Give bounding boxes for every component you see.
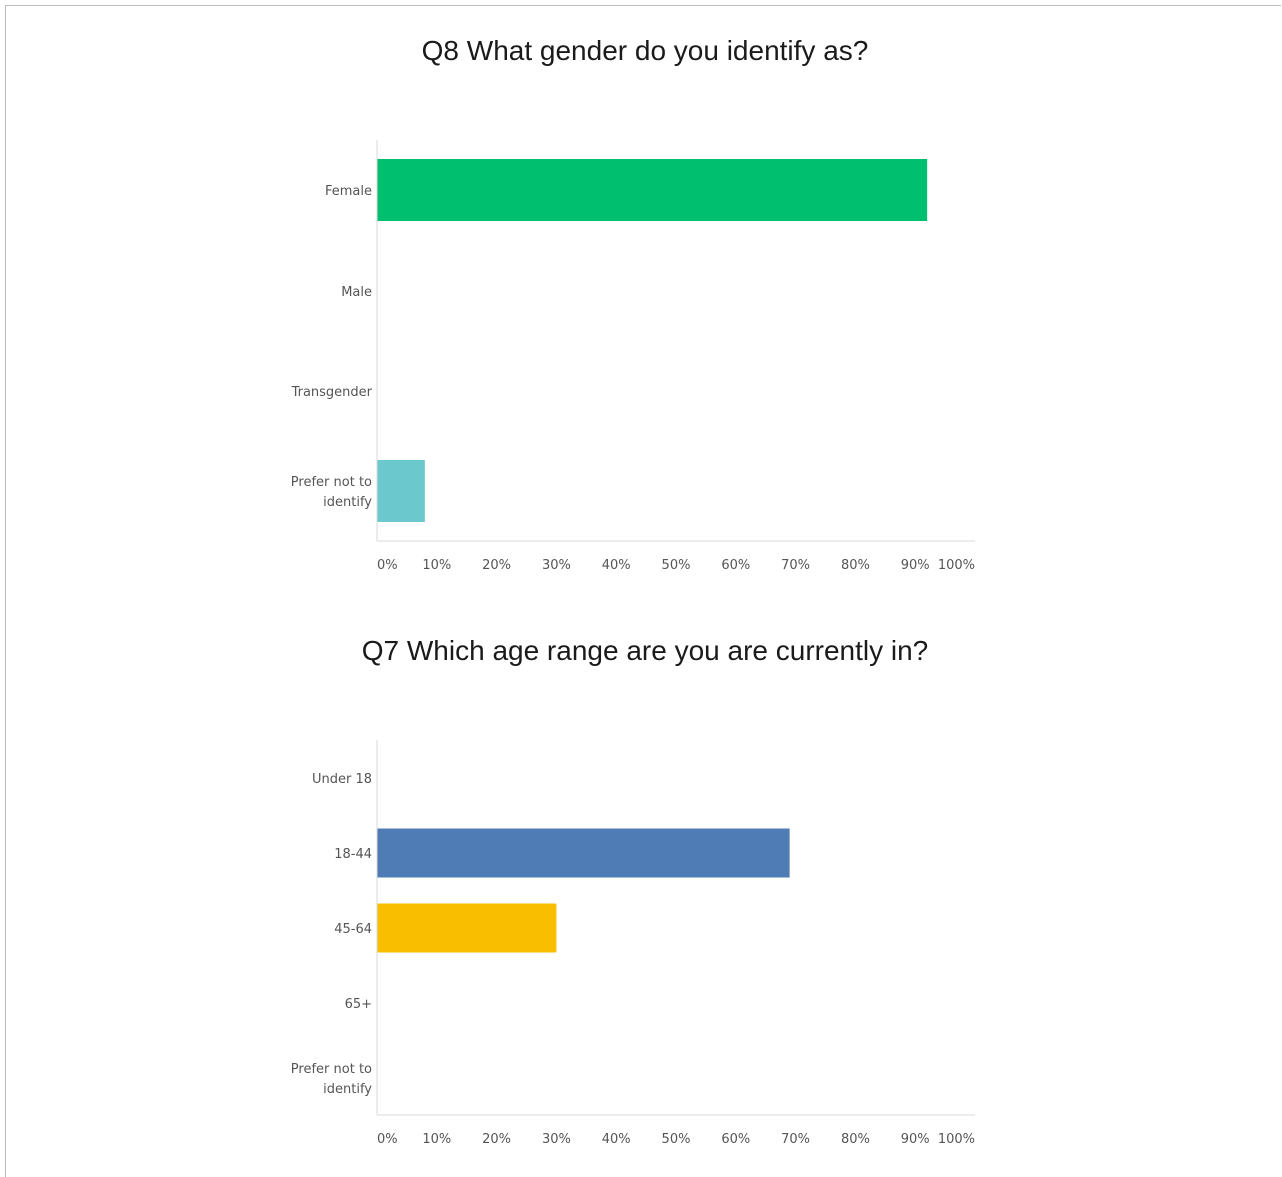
- chart-title-q7: Q7 Which age range are you are currently…: [361, 635, 929, 666]
- x-tick-label: 0%: [377, 1132, 398, 1147]
- page-frame: [5, 5, 1281, 1177]
- x-tick-label: 30%: [542, 558, 571, 573]
- x-tick-label: 30%: [542, 1132, 571, 1147]
- x-tick-label: 70%: [781, 1132, 810, 1147]
- chart-title-q8: Q8 What gender do you identify as?: [421, 35, 869, 66]
- x-tick-label: 60%: [721, 558, 750, 573]
- category-label: Prefer not to: [291, 475, 372, 490]
- x-tick-label: 80%: [841, 1132, 870, 1147]
- bar-45-64: [377, 903, 557, 953]
- bar-female: [377, 159, 928, 221]
- category-label: 18-44: [334, 847, 372, 862]
- category-label: 45-64: [334, 922, 372, 937]
- x-tick-label: 10%: [422, 558, 451, 573]
- bar-18-44: [377, 828, 790, 878]
- category-label: Prefer not to: [291, 1062, 372, 1077]
- x-tick-label: 20%: [482, 1132, 511, 1147]
- category-label: Transgender: [291, 385, 373, 400]
- category-label: identify: [323, 495, 372, 510]
- x-tick-label: 80%: [841, 558, 870, 573]
- category-label: Male: [341, 285, 372, 300]
- x-tick-label: 60%: [721, 1132, 750, 1147]
- x-tick-label: 20%: [482, 558, 511, 573]
- x-tick-label: 90%: [901, 558, 930, 573]
- x-tick-label: 70%: [781, 558, 810, 573]
- category-label: Under 18: [312, 772, 372, 787]
- x-tick-label: 0%: [377, 558, 398, 573]
- x-tick-label: 40%: [602, 558, 631, 573]
- x-tick-label: 50%: [662, 1132, 691, 1147]
- x-tick-label: 40%: [602, 1132, 631, 1147]
- category-label: 65+: [345, 997, 372, 1012]
- x-tick-label: 90%: [901, 1132, 930, 1147]
- category-label: Female: [325, 184, 372, 199]
- category-label: identify: [323, 1082, 372, 1097]
- x-tick-label: 100%: [938, 558, 975, 573]
- x-tick-label: 100%: [938, 1132, 975, 1147]
- bar-prefer-not-to-identify: [377, 460, 425, 522]
- x-tick-label: 10%: [422, 1132, 451, 1147]
- x-tick-label: 50%: [662, 558, 691, 573]
